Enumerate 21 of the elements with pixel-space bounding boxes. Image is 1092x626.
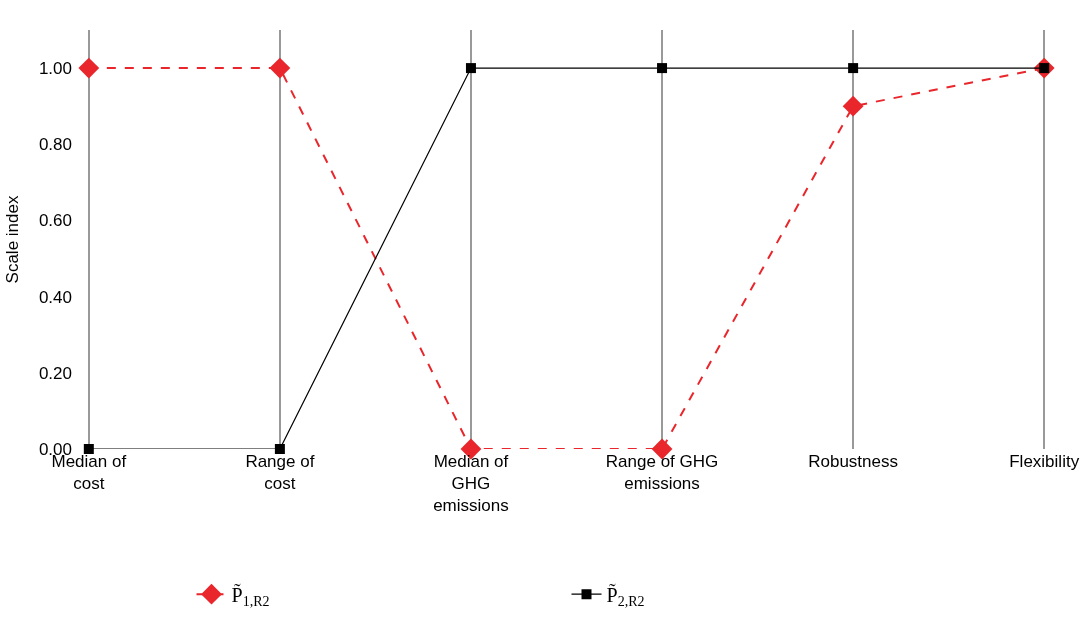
legend-label: P̃$_{2,R2}$	[606, 583, 645, 610]
point	[842, 95, 864, 117]
point	[83, 444, 94, 454]
point	[465, 63, 476, 74]
x-tick-label: Robustness	[808, 452, 898, 471]
point	[274, 444, 285, 454]
y-tick-label: 0.20	[38, 363, 72, 383]
point	[657, 63, 668, 74]
point	[848, 63, 859, 74]
legend-label: P̃$_{1,R2}$	[231, 583, 270, 610]
y-tick-label: 1.00	[38, 59, 72, 79]
x-tick-label: Range of GHG emissions	[605, 452, 719, 494]
y-tick-label: 0.80	[38, 135, 72, 155]
y-tick-label: 0.60	[38, 211, 72, 231]
y-axis-title: Scale index	[3, 195, 23, 284]
point	[269, 57, 291, 79]
x-tick-label: Flexibility	[1009, 452, 1080, 471]
point	[78, 57, 100, 79]
x-tick-label: Median of GHG emissions	[433, 452, 509, 516]
x-tick-label: Range of cost	[245, 452, 315, 494]
y-tick-label: 0.40	[38, 287, 72, 307]
